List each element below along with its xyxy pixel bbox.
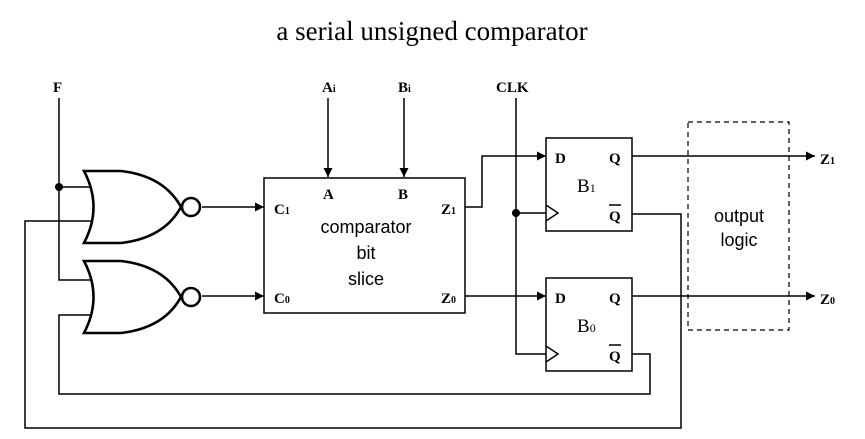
b0-pin-d: D: [555, 291, 566, 307]
slice-pin-z1: Z1: [441, 202, 456, 218]
clock-triangle-b1: [545, 204, 560, 222]
junction-clk: [512, 209, 520, 217]
signal-clk-label: CLK: [496, 80, 529, 96]
nor-gate-top: [81, 169, 202, 245]
wire-clk: [515, 98, 546, 355]
flip-flop-b1: [545, 137, 633, 232]
slice-label-line2: bit: [356, 243, 375, 263]
slice-pin-c1: C1: [274, 202, 290, 218]
b1-pin-d: D: [555, 151, 566, 167]
output-logic-box: [687, 121, 790, 331]
comparator-bit-slice: [263, 177, 466, 314]
signal-f-label: F: [53, 80, 62, 96]
signal-ai-label: Ai: [322, 80, 336, 96]
flip-flop-b0: [545, 277, 633, 372]
output-logic-label-line2: logic: [720, 230, 757, 250]
b0-name: B0: [577, 316, 596, 337]
b0-pin-qbar: Q: [609, 349, 621, 365]
junction-f: [55, 183, 63, 191]
slice-label-line1: comparator: [320, 217, 411, 237]
signal-bi-label: Bi: [398, 80, 411, 96]
wire-z1-to-b1: [465, 151, 546, 208]
slice-pin-b: B: [398, 187, 408, 203]
b1-pin-qbar: Q: [609, 209, 621, 225]
wire-feedback-b0: [58, 314, 651, 395]
wires: [24, 98, 815, 429]
clock-triangle-b0: [545, 345, 560, 363]
wire-f: [58, 98, 92, 281]
b0-pin-q: Q: [609, 291, 621, 307]
slice-pin-c0: C0: [274, 291, 290, 307]
output-logic-label-line1: output: [714, 206, 764, 226]
output-z1-label: Z1: [820, 152, 835, 168]
diagram-title: a serial unsigned comparator: [276, 16, 587, 46]
wire-feedback-b1: [24, 213, 682, 429]
slice-pin-z0: Z0: [441, 291, 456, 307]
output-z0-label: Z0: [820, 292, 835, 308]
nor-gate-bottom: [81, 259, 202, 335]
slice-label-line3: slice: [348, 269, 384, 289]
slice-pin-a: A: [323, 187, 334, 203]
b1-name: B1: [577, 176, 596, 197]
b1-pin-q: Q: [609, 151, 621, 167]
